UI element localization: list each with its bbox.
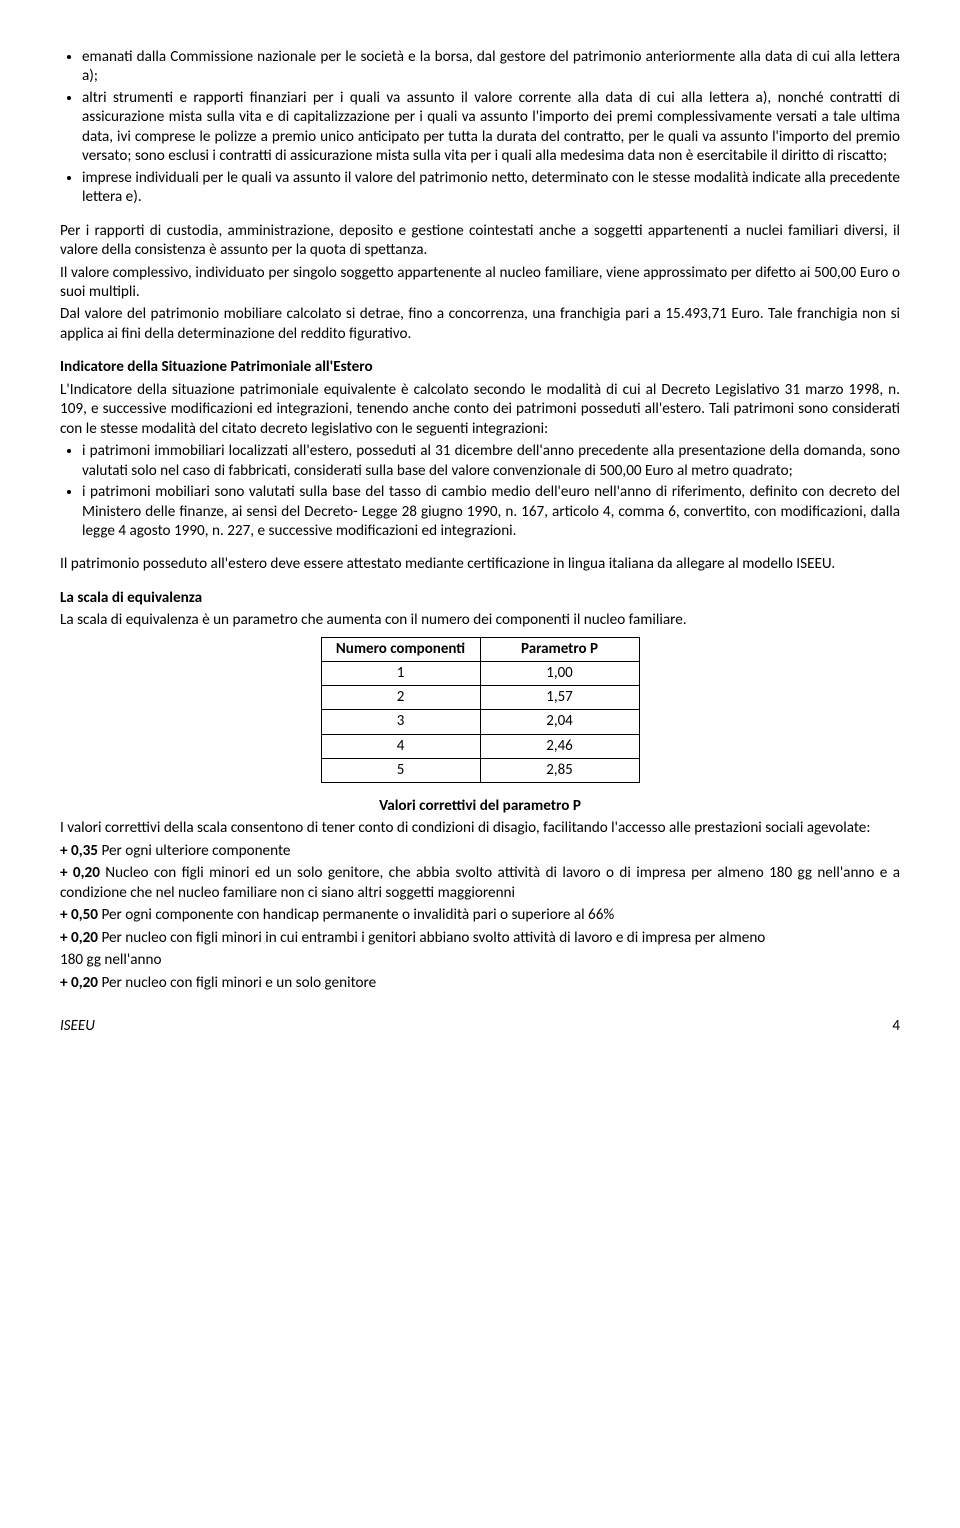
section-estero: Indicatore della Situazione Patrimoniale… <box>60 358 900 575</box>
corrective-text: Nucleo con figli minori ed un solo genit… <box>60 864 900 901</box>
corrective-text: Per ogni ulteriore componente <box>98 842 290 860</box>
paragraph: Il patrimonio posseduto all'estero deve … <box>60 555 900 574</box>
table-cell: 3 <box>321 710 480 734</box>
table-cell: 1,00 <box>480 661 639 685</box>
table-row: 1 1,00 <box>321 661 639 685</box>
paragraph: Dal valore del patrimonio mobiliare calc… <box>60 305 900 344</box>
list-item: emanati dalla Commissione nazionale per … <box>82 48 900 87</box>
section-heading: La scala di equivalenza <box>60 589 900 608</box>
table-caption: Valori correttivi del parametro P <box>60 797 900 816</box>
footer-doc-name: ISEEU <box>60 1017 95 1035</box>
corrective-value: + 0,20 <box>60 864 100 882</box>
table-row: 2 1,57 <box>321 686 639 710</box>
corrective-line: + 0,20 Per nucleo con figli minori e un … <box>60 974 900 993</box>
list-item: i patrimoni immobiliari localizzati all'… <box>82 442 900 481</box>
table-cell: 2 <box>321 686 480 710</box>
corrective-value: + 0,20 <box>60 929 98 947</box>
table-cell: 1,57 <box>480 686 639 710</box>
page-footer: ISEEU 4 <box>60 1017 900 1036</box>
footer-page-number: 4 <box>892 1017 900 1036</box>
paragraph: Per i rapporti di custodia, amministrazi… <box>60 222 900 261</box>
table-cell: 4 <box>321 734 480 758</box>
table-row: 5 2,85 <box>321 758 639 782</box>
corrective-value: + 0,20 <box>60 974 98 992</box>
table-cell: 2,46 <box>480 734 639 758</box>
section-scala: La scala di equivalenza La scala di equi… <box>60 589 900 631</box>
table-header-cell: Parametro P <box>480 637 639 661</box>
list-item: i patrimoni mobiliari sono valutati sull… <box>82 483 900 541</box>
paragraph: I valori correttivi della scala consento… <box>60 819 900 838</box>
corrective-line: + 0,50 Per ogni componente con handicap … <box>60 906 900 925</box>
corrective-text: Per nucleo con figli minori e un solo ge… <box>98 974 376 992</box>
corrective-value: + 0,50 <box>60 906 98 924</box>
paragraph-block: Per i rapporti di custodia, amministrazi… <box>60 222 900 345</box>
corrective-line: 180 gg nell'anno <box>60 951 900 970</box>
table-header-cell: Numero componenti <box>321 637 480 661</box>
paragraph: Il valore complessivo, individuato per s… <box>60 264 900 303</box>
list-item: altri strumenti e rapporti finanziari pe… <box>82 89 900 167</box>
paragraph: La scala di equivalenza è un parametro c… <box>60 611 900 630</box>
bullet-list-estero: i patrimoni immobiliari localizzati all'… <box>60 442 900 541</box>
section-heading: Indicatore della Situazione Patrimoniale… <box>60 358 900 377</box>
bullet-list-top: emanati dalla Commissione nazionale per … <box>60 48 900 208</box>
corrective-line: + 0,35 Per ogni ulteriore componente <box>60 842 900 861</box>
table-cell: 1 <box>321 661 480 685</box>
equivalence-table: Numero componenti Parametro P 1 1,00 2 1… <box>321 637 640 783</box>
table-row: 4 2,46 <box>321 734 639 758</box>
table-row: 3 2,04 <box>321 710 639 734</box>
corrective-line: + 0,20 Per nucleo con figli minori in cu… <box>60 929 900 948</box>
paragraph: L'Indicatore della situazione patrimonia… <box>60 381 900 439</box>
list-item: imprese individuali per le quali va assu… <box>82 169 900 208</box>
table-header-row: Numero componenti Parametro P <box>321 637 639 661</box>
corrective-value: + 0,35 <box>60 842 98 860</box>
corrective-text: Per nucleo con figli minori in cui entra… <box>98 929 765 947</box>
corrective-line: + 0,20 Nucleo con figli minori ed un sol… <box>60 864 900 903</box>
corrective-text: Per ogni componente con handicap permane… <box>98 906 614 924</box>
table-cell: 2,04 <box>480 710 639 734</box>
table-cell: 5 <box>321 758 480 782</box>
table-cell: 2,85 <box>480 758 639 782</box>
